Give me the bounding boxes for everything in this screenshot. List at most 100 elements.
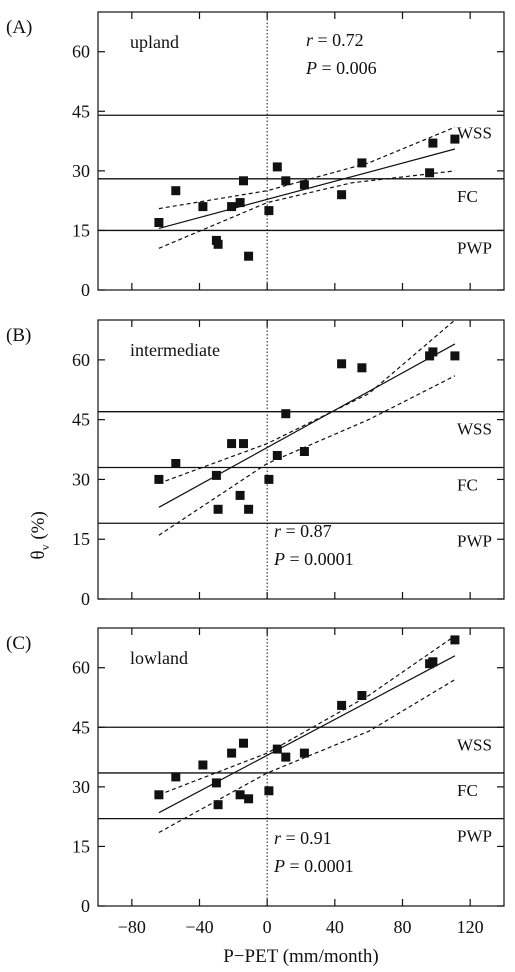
confidence-band-lower bbox=[158, 679, 456, 834]
reference-label-pwp: PWP bbox=[457, 827, 492, 846]
data-point bbox=[337, 190, 347, 200]
data-point bbox=[171, 186, 181, 196]
site-label: upland bbox=[130, 32, 179, 52]
data-point bbox=[171, 772, 181, 782]
data-point bbox=[227, 202, 237, 212]
data-point bbox=[244, 251, 254, 261]
y-tick-label: 15 bbox=[72, 220, 90, 240]
x-tick-label: 40 bbox=[326, 917, 344, 937]
data-point bbox=[337, 359, 347, 369]
stat-p: P = 0.0001 bbox=[273, 856, 354, 876]
y-tick-label: 30 bbox=[72, 469, 90, 489]
data-point bbox=[171, 459, 181, 468]
data-point bbox=[239, 439, 248, 449]
data-point bbox=[154, 218, 164, 227]
y-tick-label: 45 bbox=[72, 410, 90, 430]
data-point bbox=[264, 206, 274, 216]
data-point bbox=[272, 451, 282, 460]
plot-frame bbox=[97, 627, 505, 907]
data-point bbox=[281, 752, 291, 762]
confidence-band-lower bbox=[158, 170, 455, 249]
data-point bbox=[213, 800, 223, 810]
reference-label-pwp: PWP bbox=[457, 238, 492, 257]
data-point bbox=[272, 744, 282, 754]
stat-r: r = 0.91 bbox=[274, 828, 332, 848]
y-tick-label: 30 bbox=[72, 161, 90, 181]
data-point bbox=[211, 470, 221, 480]
reference-label-wss: WSS bbox=[457, 735, 492, 754]
data-point bbox=[154, 474, 164, 484]
plot-frame bbox=[97, 11, 505, 291]
reference-label-fc: FC bbox=[457, 187, 478, 206]
data-point bbox=[281, 409, 291, 419]
chart-panel-1: 0 15 30 45 60 WSS FC PWP (B) intermediate r = 0.87… bbox=[6, 319, 505, 609]
reference-label-wss: WSS bbox=[457, 420, 492, 439]
data-point bbox=[428, 657, 438, 667]
data-point bbox=[154, 790, 164, 800]
regression-line bbox=[158, 343, 456, 508]
data-point bbox=[227, 439, 237, 449]
stat-p: P = 0.006 bbox=[305, 58, 377, 78]
data-point bbox=[235, 790, 245, 800]
x-axis-label: P−PET (mm/month) bbox=[223, 946, 379, 967]
site-label: intermediate bbox=[130, 340, 220, 360]
regression-line bbox=[158, 655, 456, 814]
panel-label: (A) bbox=[6, 17, 32, 38]
chart-panel-2: 0 15 30 45 60 −80 −40 0 40 80 120 WSS FC PWP (C) lowlan… bbox=[6, 627, 505, 967]
data-point bbox=[299, 447, 309, 456]
data-point bbox=[281, 176, 291, 186]
y-tick-label: 45 bbox=[72, 717, 90, 737]
data-point bbox=[244, 794, 254, 804]
data-point bbox=[357, 158, 367, 168]
data-point bbox=[450, 134, 460, 144]
data-point bbox=[299, 748, 309, 758]
data-point bbox=[450, 635, 460, 645]
y-tick-label: 0 bbox=[81, 280, 90, 300]
confidence-band-lower bbox=[158, 375, 456, 536]
data-point bbox=[299, 180, 309, 190]
x-tick-label: 0 bbox=[263, 917, 272, 937]
site-label: lowland bbox=[130, 648, 188, 668]
stat-r: r = 0.87 bbox=[274, 521, 332, 541]
confidence-band-upper bbox=[158, 126, 456, 210]
y-tick-label: 0 bbox=[81, 589, 90, 609]
data-point bbox=[450, 351, 460, 361]
data-point bbox=[272, 162, 282, 172]
panel-label: (B) bbox=[6, 325, 31, 346]
y-tick-label: 60 bbox=[72, 42, 90, 62]
data-point bbox=[198, 760, 208, 770]
y-tick-label: 15 bbox=[72, 836, 90, 856]
y-axis-label: θv (%) bbox=[28, 511, 52, 559]
plot-frame bbox=[97, 319, 505, 600]
confidence-band-upper bbox=[158, 319, 456, 484]
data-point bbox=[357, 363, 367, 373]
stat-p: P = 0.0001 bbox=[273, 549, 354, 569]
data-point bbox=[425, 168, 435, 178]
data-point bbox=[239, 176, 248, 186]
data-point bbox=[211, 778, 221, 788]
data-point bbox=[239, 738, 248, 748]
panel-label: (C) bbox=[6, 633, 31, 654]
data-point bbox=[235, 490, 245, 500]
data-point bbox=[428, 138, 438, 148]
data-point bbox=[213, 239, 223, 249]
stat-r: r = 0.72 bbox=[306, 30, 364, 50]
data-point bbox=[357, 691, 367, 700]
data-point bbox=[428, 347, 438, 357]
y-tick-label: 0 bbox=[81, 896, 90, 916]
x-tick-label: −80 bbox=[118, 917, 146, 937]
data-point bbox=[213, 504, 223, 514]
y-tick-label: 15 bbox=[72, 529, 90, 549]
x-tick-label: −40 bbox=[185, 917, 213, 937]
data-point bbox=[264, 786, 274, 796]
data-point bbox=[235, 198, 245, 208]
y-tick-label: 30 bbox=[72, 777, 90, 797]
reference-label-fc: FC bbox=[457, 781, 478, 800]
reference-label-fc: FC bbox=[457, 475, 478, 494]
confidence-band-upper bbox=[158, 635, 456, 796]
x-tick-label: 80 bbox=[394, 917, 412, 937]
chart-panel-0: 0 15 30 45 60 WSS FC PWP (A) upland r = 0.72 P = 0.… bbox=[6, 11, 505, 300]
x-tick-label: 120 bbox=[457, 917, 484, 937]
data-point bbox=[198, 202, 208, 212]
